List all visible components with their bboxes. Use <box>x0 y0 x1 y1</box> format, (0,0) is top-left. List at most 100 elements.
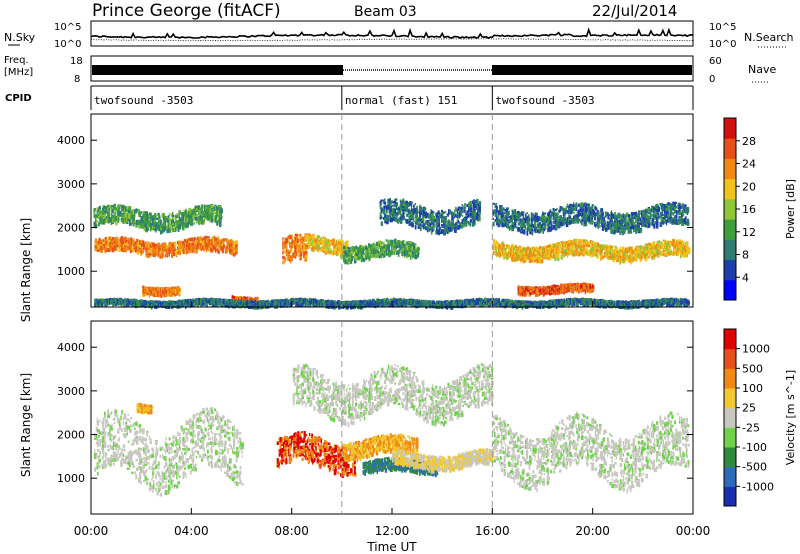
power-cell <box>238 298 240 301</box>
power-cell <box>220 208 223 214</box>
power-cell <box>384 217 386 221</box>
power-cell <box>102 216 105 219</box>
power-cell <box>136 221 139 226</box>
power-cell <box>202 237 205 242</box>
power-cell <box>154 221 157 225</box>
power-cell <box>502 249 505 254</box>
power-cell <box>179 246 181 250</box>
noise-search-trace <box>91 38 694 42</box>
power-cell <box>652 243 655 247</box>
power-cell <box>164 289 166 294</box>
power-cell <box>107 210 110 214</box>
power-cell <box>137 249 140 253</box>
power-cell <box>154 252 156 257</box>
power-cell <box>212 210 216 214</box>
power-cell <box>193 240 196 245</box>
power-cell <box>216 208 218 213</box>
noise-sky-trace <box>90 27 694 40</box>
power-cell <box>235 250 238 255</box>
power-cell <box>176 213 179 216</box>
power-cell <box>171 292 173 296</box>
power-cell <box>190 215 192 220</box>
power-cell <box>161 213 164 218</box>
power-cell <box>96 220 98 223</box>
power-cell <box>226 241 229 246</box>
power-cell <box>140 216 143 221</box>
power-cell <box>145 287 148 291</box>
power-cell <box>325 245 329 250</box>
power-cell <box>515 258 517 262</box>
power-cell <box>115 220 118 226</box>
power-cell <box>126 219 128 223</box>
power-cell <box>540 259 543 262</box>
power-cell <box>167 227 170 232</box>
power-cell <box>177 226 180 232</box>
power-cell <box>285 251 288 257</box>
power-cell <box>554 249 556 254</box>
station-title: Prince George (fitACF) <box>92 1 281 21</box>
power-cell <box>139 243 142 248</box>
power-cell <box>105 216 108 219</box>
power-cell <box>164 251 167 255</box>
power-cell <box>124 245 127 249</box>
power-cell <box>172 211 174 216</box>
power-cell <box>112 243 115 248</box>
power-cell <box>229 243 231 249</box>
power-cell <box>210 205 214 208</box>
power-cell <box>204 239 207 244</box>
power-cell <box>252 298 255 303</box>
freq-band-right <box>492 65 692 75</box>
power-cell <box>592 243 595 247</box>
power-cell <box>150 291 153 295</box>
power-cell <box>159 245 161 249</box>
power-cell <box>282 245 286 249</box>
freq-left-tick-top: 18 <box>70 56 83 67</box>
power-cell <box>207 237 210 243</box>
power-cell <box>116 237 119 242</box>
power-cell <box>104 208 106 212</box>
power-cell <box>135 208 138 214</box>
power-cell <box>124 215 126 219</box>
power-cell <box>290 249 292 253</box>
power-cell <box>185 208 187 214</box>
power-cell <box>583 252 586 257</box>
power-cell <box>217 236 220 242</box>
power-cell <box>254 296 256 300</box>
power-cell <box>214 238 218 243</box>
power-cell <box>615 247 619 250</box>
power-cell <box>133 238 135 242</box>
power-cell <box>233 247 235 250</box>
power-cell <box>303 247 305 252</box>
power-cell <box>373 244 375 247</box>
power-cell <box>127 210 131 214</box>
power-cell <box>344 257 346 261</box>
nsky-label: N.Sky <box>4 31 36 44</box>
power-cell <box>298 254 300 257</box>
power-cell <box>150 286 153 290</box>
power-cell <box>129 215 132 219</box>
power-cell <box>506 244 509 247</box>
power-cell <box>179 212 181 215</box>
power-cell <box>169 246 171 250</box>
power-cell <box>233 240 236 245</box>
power-cell <box>298 234 301 237</box>
power-cell <box>162 228 165 231</box>
power-cell <box>171 289 174 292</box>
power-cell <box>199 214 202 220</box>
power-cell <box>210 242 213 245</box>
power-cell <box>575 244 578 248</box>
power-cell <box>297 238 299 244</box>
power-cell <box>152 225 155 230</box>
power-cell <box>477 215 479 220</box>
power-cell <box>178 291 181 295</box>
power-cell <box>182 248 185 252</box>
power-cell <box>285 245 288 250</box>
power-cell <box>217 219 220 223</box>
power-cell <box>250 297 253 300</box>
power-cell <box>670 241 672 246</box>
power-cell <box>107 248 111 252</box>
power-cell <box>191 245 194 250</box>
power-cell <box>177 289 180 293</box>
power-cell <box>149 249 151 254</box>
power-cell <box>109 242 112 245</box>
